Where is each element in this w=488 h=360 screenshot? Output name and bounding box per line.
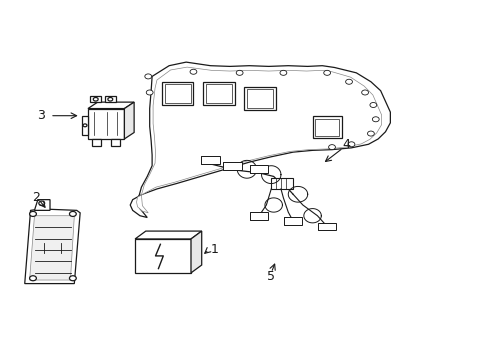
Polygon shape bbox=[124, 102, 134, 139]
Circle shape bbox=[69, 276, 76, 281]
Circle shape bbox=[236, 70, 243, 75]
Bar bbox=[262, 165, 267, 173]
Bar bbox=[203, 82, 234, 105]
Bar bbox=[223, 162, 228, 170]
Polygon shape bbox=[130, 62, 389, 217]
Circle shape bbox=[323, 70, 330, 75]
Bar bbox=[249, 165, 255, 173]
Bar bbox=[244, 87, 276, 111]
Bar bbox=[324, 222, 328, 230]
Circle shape bbox=[30, 276, 36, 281]
Bar bbox=[205, 84, 231, 103]
Bar bbox=[111, 139, 120, 146]
Circle shape bbox=[367, 131, 373, 136]
Bar bbox=[256, 165, 261, 173]
Polygon shape bbox=[136, 67, 381, 213]
Bar bbox=[249, 212, 255, 220]
Bar bbox=[135, 239, 191, 273]
Circle shape bbox=[108, 98, 113, 101]
Bar bbox=[88, 109, 124, 139]
Circle shape bbox=[347, 142, 354, 147]
Bar bbox=[329, 222, 335, 230]
Bar bbox=[284, 217, 302, 225]
Bar bbox=[213, 157, 218, 164]
Text: 4: 4 bbox=[342, 138, 350, 151]
Bar bbox=[289, 217, 295, 225]
Bar bbox=[296, 217, 301, 225]
Bar bbox=[201, 157, 219, 164]
Bar bbox=[312, 116, 341, 138]
Text: 3: 3 bbox=[37, 109, 45, 122]
Circle shape bbox=[280, 70, 286, 75]
Bar bbox=[317, 222, 336, 230]
Circle shape bbox=[369, 103, 376, 108]
Circle shape bbox=[93, 98, 98, 101]
Bar bbox=[207, 157, 212, 164]
Bar bbox=[256, 212, 261, 220]
Text: 1: 1 bbox=[210, 243, 218, 256]
Polygon shape bbox=[25, 209, 80, 284]
Circle shape bbox=[361, 90, 368, 95]
Polygon shape bbox=[82, 116, 88, 135]
Circle shape bbox=[39, 201, 44, 205]
Circle shape bbox=[190, 69, 197, 74]
Bar bbox=[317, 222, 323, 230]
Circle shape bbox=[345, 79, 352, 84]
Bar bbox=[162, 82, 193, 105]
Bar bbox=[235, 162, 240, 170]
Text: 2: 2 bbox=[32, 192, 40, 204]
Bar bbox=[201, 157, 206, 164]
Polygon shape bbox=[135, 231, 201, 239]
Circle shape bbox=[372, 117, 378, 122]
Polygon shape bbox=[191, 231, 201, 273]
Bar bbox=[229, 162, 234, 170]
Bar bbox=[271, 178, 292, 189]
Circle shape bbox=[328, 145, 335, 150]
Circle shape bbox=[83, 124, 87, 127]
Bar bbox=[315, 118, 338, 136]
Circle shape bbox=[30, 211, 36, 216]
Circle shape bbox=[69, 211, 76, 216]
Bar bbox=[92, 139, 101, 146]
Bar bbox=[164, 84, 190, 103]
Polygon shape bbox=[30, 216, 74, 280]
Bar bbox=[105, 96, 116, 102]
Circle shape bbox=[144, 74, 151, 79]
Bar bbox=[249, 212, 268, 220]
Bar bbox=[223, 162, 241, 170]
Bar bbox=[284, 217, 288, 225]
Bar bbox=[262, 212, 267, 220]
Bar bbox=[247, 89, 273, 108]
Bar bbox=[90, 96, 101, 102]
Polygon shape bbox=[34, 200, 50, 210]
Polygon shape bbox=[88, 102, 134, 109]
Text: 5: 5 bbox=[267, 270, 275, 283]
Bar bbox=[249, 165, 268, 173]
Circle shape bbox=[146, 90, 153, 95]
